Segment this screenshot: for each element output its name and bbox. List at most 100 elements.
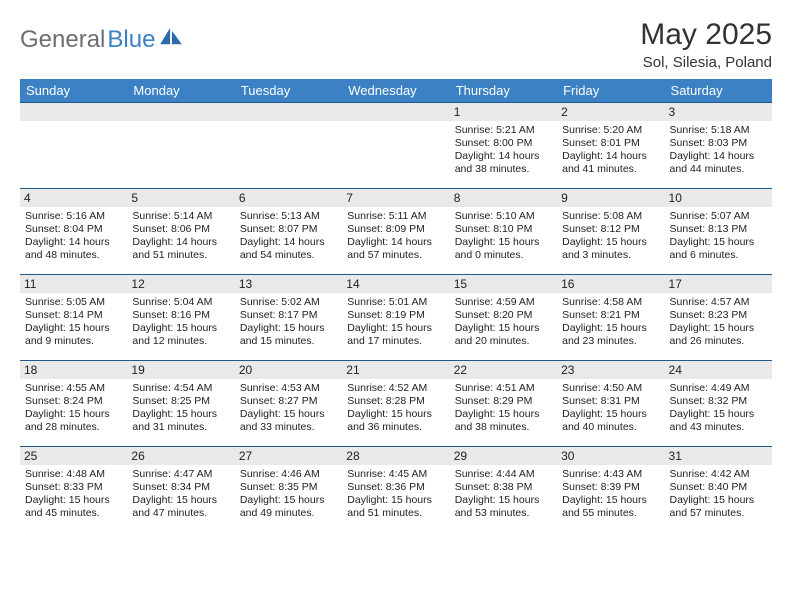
day-number-bar: 28 (342, 447, 449, 465)
calendar-day-cell: 2 Sunrise: 5:20 AMSunset: 8:01 PMDaylight… (557, 103, 664, 189)
calendar-day-cell: 3 Sunrise: 5:18 AMSunset: 8:03 PMDaylight… (665, 103, 772, 189)
day-info: Sunrise: 4:45 AMSunset: 8:36 PMDaylight:… (347, 468, 444, 521)
day-info: Sunrise: 4:49 AMSunset: 8:32 PMDaylight:… (670, 382, 767, 435)
calendar-day-cell: 9 Sunrise: 5:08 AMSunset: 8:12 PMDaylight… (557, 189, 664, 275)
calendar-day-cell: 20 Sunrise: 4:53 AMSunset: 8:27 PMDayligh… (235, 361, 342, 447)
day-number-bar (235, 103, 342, 121)
day-info: Sunrise: 5:10 AMSunset: 8:10 PMDaylight:… (455, 210, 552, 263)
day-info: Sunrise: 4:46 AMSunset: 8:35 PMDaylight:… (240, 468, 337, 521)
day-number-bar (127, 103, 234, 121)
day-number-bar: 7 (342, 189, 449, 207)
day-info: Sunrise: 4:48 AMSunset: 8:33 PMDaylight:… (25, 468, 122, 521)
day-info: Sunrise: 5:05 AMSunset: 8:14 PMDaylight:… (25, 296, 122, 349)
calendar-week-row: 25 Sunrise: 4:48 AMSunset: 8:33 PMDayligh… (20, 447, 772, 533)
day-number-bar (342, 103, 449, 121)
day-info: Sunrise: 5:11 AMSunset: 8:09 PMDaylight:… (347, 210, 444, 263)
calendar-day-cell: 31Sunrise: 4:42 AMSunset: 8:40 PMDayligh… (665, 447, 772, 533)
day-number-bar: 13 (235, 275, 342, 293)
month-title: May 2025 (640, 18, 772, 52)
day-info: Sunrise: 5:20 AMSunset: 8:01 PMDaylight:… (562, 124, 659, 177)
calendar-table: SundayMondayTuesdayWednesdayThursdayFrid… (20, 79, 772, 533)
calendar-day-cell: 1Sunrise: 5:21 AMSunset: 8:00 PMDaylight… (450, 103, 557, 189)
weekday-header: Thursday (450, 79, 557, 103)
calendar-day-cell: 28 Sunrise: 4:45 AMSunset: 8:36 PMDayligh… (342, 447, 449, 533)
day-number-bar: 3 (665, 103, 772, 121)
calendar-day-cell (342, 103, 449, 189)
day-info: Sunrise: 5:13 AMSunset: 8:07 PMDaylight:… (240, 210, 337, 263)
weekday-header: Monday (127, 79, 234, 103)
calendar-day-cell: 30 Sunrise: 4:43 AMSunset: 8:39 PMDayligh… (557, 447, 664, 533)
day-number-bar: 12 (127, 275, 234, 293)
weekday-header: Sunday (20, 79, 127, 103)
calendar-day-cell: 10 Sunrise: 5:07 AMSunset: 8:13 PMDayligh… (665, 189, 772, 275)
calendar-day-cell: 25 Sunrise: 4:48 AMSunset: 8:33 PMDayligh… (20, 447, 127, 533)
day-number-bar: 11 (20, 275, 127, 293)
day-info: Sunrise: 5:02 AMSunset: 8:17 PMDaylight:… (240, 296, 337, 349)
day-info: Sunrise: 4:55 AMSunset: 8:24 PMDaylight:… (25, 382, 122, 435)
day-number-bar: 16 (557, 275, 664, 293)
day-number-bar: 25 (20, 447, 127, 465)
brand-text-blue: Blue (107, 26, 155, 54)
day-info: Sunrise: 4:42 AMSunset: 8:40 PMDaylight:… (670, 468, 767, 521)
day-info: Sunrise: 5:07 AMSunset: 8:13 PMDaylight:… (670, 210, 767, 263)
calendar-day-cell: 21Sunrise: 4:52 AMSunset: 8:28 PMDayligh… (342, 361, 449, 447)
day-number-bar: 1 (450, 103, 557, 121)
calendar-day-cell: 22Sunrise: 4:51 AMSunset: 8:29 PMDayligh… (450, 361, 557, 447)
day-info: Sunrise: 4:43 AMSunset: 8:39 PMDaylight:… (562, 468, 659, 521)
weekday-header-row: SundayMondayTuesdayWednesdayThursdayFrid… (20, 79, 772, 103)
calendar-day-cell: 27Sunrise: 4:46 AMSunset: 8:35 PMDayligh… (235, 447, 342, 533)
day-number-bar: 14 (342, 275, 449, 293)
day-info: Sunrise: 5:08 AMSunset: 8:12 PMDaylight:… (562, 210, 659, 263)
header-row: General Blue May 2025 Sol, Silesia, Pola… (20, 18, 772, 71)
calendar-day-cell: 15Sunrise: 4:59 AMSunset: 8:20 PMDayligh… (450, 275, 557, 361)
calendar-week-row: 4Sunrise: 5:16 AMSunset: 8:04 PMDaylight… (20, 189, 772, 275)
day-info: Sunrise: 5:04 AMSunset: 8:16 PMDaylight:… (132, 296, 229, 349)
day-info: Sunrise: 5:18 AMSunset: 8:03 PMDaylight:… (670, 124, 767, 177)
weekday-header: Tuesday (235, 79, 342, 103)
calendar-day-cell: 11 Sunrise: 5:05 AMSunset: 8:14 PMDayligh… (20, 275, 127, 361)
brand-text-general: General (20, 26, 105, 54)
calendar-week-row: 11 Sunrise: 5:05 AMSunset: 8:14 PMDayligh… (20, 275, 772, 361)
calendar-day-cell (20, 103, 127, 189)
day-info: Sunrise: 4:51 AMSunset: 8:29 PMDaylight:… (455, 382, 552, 435)
day-number-bar: 17 (665, 275, 772, 293)
day-info: Sunrise: 4:47 AMSunset: 8:34 PMDaylight:… (132, 468, 229, 521)
day-number-bar: 18 (20, 361, 127, 379)
calendar-day-cell (235, 103, 342, 189)
day-info: Sunrise: 5:16 AMSunset: 8:04 PMDaylight:… (25, 210, 122, 263)
day-info: Sunrise: 5:01 AMSunset: 8:19 PMDaylight:… (347, 296, 444, 349)
day-number-bar: 9 (557, 189, 664, 207)
day-number-bar: 30 (557, 447, 664, 465)
day-number-bar (20, 103, 127, 121)
day-number-bar: 23 (557, 361, 664, 379)
calendar-day-cell: 24 Sunrise: 4:49 AMSunset: 8:32 PMDayligh… (665, 361, 772, 447)
day-info: Sunrise: 4:44 AMSunset: 8:38 PMDaylight:… (455, 468, 552, 521)
calendar-day-cell: 29 Sunrise: 4:44 AMSunset: 8:38 PMDayligh… (450, 447, 557, 533)
day-number-bar: 29 (450, 447, 557, 465)
day-number-bar: 20 (235, 361, 342, 379)
calendar-day-cell: 18 Sunrise: 4:55 AMSunset: 8:24 PMDayligh… (20, 361, 127, 447)
day-number-bar: 8 (450, 189, 557, 207)
calendar-day-cell: 14 Sunrise: 5:01 AMSunset: 8:19 PMDayligh… (342, 275, 449, 361)
day-number-bar: 26 (127, 447, 234, 465)
calendar-day-cell: 19Sunrise: 4:54 AMSunset: 8:25 PMDayligh… (127, 361, 234, 447)
day-number-bar: 24 (665, 361, 772, 379)
day-number-bar: 10 (665, 189, 772, 207)
calendar-day-cell: 17Sunrise: 4:57 AMSunset: 8:23 PMDayligh… (665, 275, 772, 361)
day-info: Sunrise: 4:53 AMSunset: 8:27 PMDaylight:… (240, 382, 337, 435)
day-number-bar: 6 (235, 189, 342, 207)
day-number-bar: 2 (557, 103, 664, 121)
day-number-bar: 5 (127, 189, 234, 207)
day-info: Sunrise: 4:54 AMSunset: 8:25 PMDaylight:… (132, 382, 229, 435)
calendar-week-row: 1Sunrise: 5:21 AMSunset: 8:00 PMDaylight… (20, 103, 772, 189)
calendar-day-cell: 23Sunrise: 4:50 AMSunset: 8:31 PMDayligh… (557, 361, 664, 447)
calendar-day-cell: 5Sunrise: 5:14 AMSunset: 8:06 PMDaylight… (127, 189, 234, 275)
calendar-day-cell: 6 Sunrise: 5:13 AMSunset: 8:07 PMDaylight… (235, 189, 342, 275)
location-subtitle: Sol, Silesia, Poland (640, 54, 772, 71)
weekday-header: Friday (557, 79, 664, 103)
title-block: May 2025 Sol, Silesia, Poland (640, 18, 772, 71)
calendar-day-cell: 16Sunrise: 4:58 AMSunset: 8:21 PMDayligh… (557, 275, 664, 361)
weekday-header: Saturday (665, 79, 772, 103)
calendar-week-row: 18 Sunrise: 4:55 AMSunset: 8:24 PMDayligh… (20, 361, 772, 447)
calendar-page: General Blue May 2025 Sol, Silesia, Pola… (0, 0, 792, 612)
